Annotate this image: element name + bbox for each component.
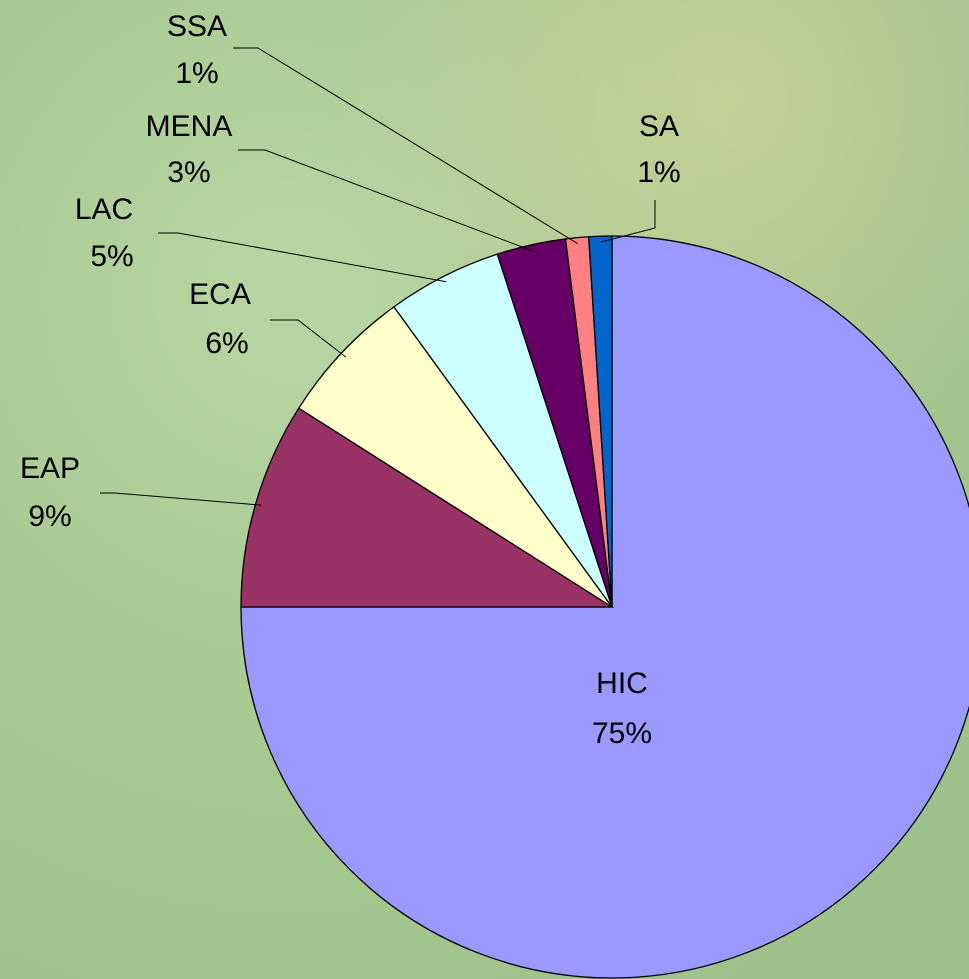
slice-label: HIC [596,667,648,700]
slice-label: SA [639,110,679,143]
slice-value-label: 75% [592,717,652,750]
slice-label: SSA [167,10,227,43]
slice-value-label: 6% [205,327,248,360]
pie-slice [240,235,969,979]
leader-line [100,492,262,506]
slice-value-label: 1% [637,156,680,189]
slice-label: ECA [189,278,251,311]
slice-value-label: 9% [28,500,71,533]
pie-slice [297,305,613,608]
slice-label: MENA [146,110,233,143]
pie-slice [588,235,613,608]
slice-label: EAP [20,452,80,485]
leader-line [238,149,533,252]
slice-label: LAC [75,193,133,226]
leader-line [600,200,656,243]
slice-value-label: 1% [175,57,218,90]
leader-line [233,47,578,245]
leader-line [270,319,347,358]
pie-slice [240,407,615,608]
leader-line [158,232,447,283]
slice-value-label: 3% [167,156,210,189]
slice-value-label: 5% [90,240,133,273]
